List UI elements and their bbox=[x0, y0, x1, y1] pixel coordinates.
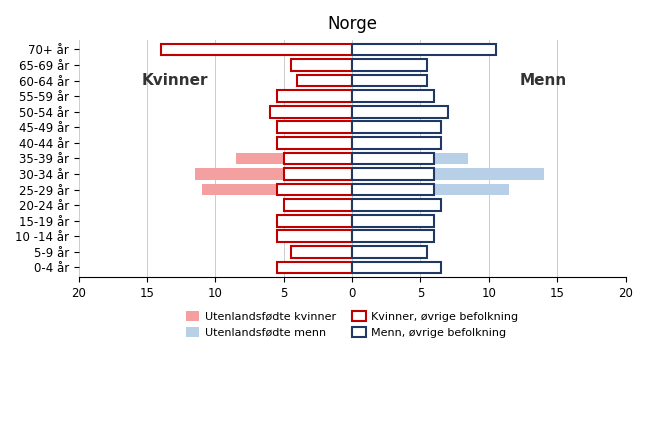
Bar bbox=[236, 153, 352, 164]
Bar bbox=[352, 246, 373, 258]
Bar bbox=[195, 168, 352, 180]
Bar bbox=[352, 215, 380, 227]
Bar bbox=[290, 106, 352, 117]
Bar bbox=[161, 43, 352, 55]
Bar bbox=[352, 199, 441, 211]
Bar bbox=[325, 75, 352, 86]
Bar bbox=[318, 262, 352, 273]
Text: Menn: Menn bbox=[520, 73, 567, 88]
Bar bbox=[297, 75, 352, 86]
Bar bbox=[352, 153, 469, 164]
Bar bbox=[352, 90, 373, 102]
Bar bbox=[290, 246, 352, 258]
Bar bbox=[332, 231, 352, 242]
Bar bbox=[284, 199, 352, 211]
Bar bbox=[284, 153, 352, 164]
Bar bbox=[352, 153, 434, 164]
Bar bbox=[352, 231, 373, 242]
Bar bbox=[352, 262, 441, 273]
Bar bbox=[277, 184, 352, 195]
Bar bbox=[352, 137, 427, 149]
Legend: Utenlandsfødte kvinner, Utenlandsfødte menn, Kvinner, øvrige befolkning, Menn, ø: Utenlandsfødte kvinner, Utenlandsfødte m… bbox=[181, 307, 523, 342]
Bar bbox=[352, 121, 427, 133]
Bar bbox=[277, 137, 352, 149]
Bar bbox=[352, 184, 434, 195]
Bar bbox=[318, 43, 352, 55]
Bar bbox=[277, 121, 352, 133]
Bar bbox=[352, 75, 427, 86]
Bar bbox=[352, 199, 413, 211]
Bar bbox=[277, 231, 352, 242]
Bar bbox=[352, 75, 380, 86]
Bar bbox=[352, 43, 496, 55]
Bar bbox=[352, 106, 448, 117]
Bar bbox=[352, 106, 413, 117]
Bar bbox=[270, 106, 352, 117]
Bar bbox=[277, 90, 352, 102]
Bar bbox=[352, 168, 544, 180]
Bar bbox=[352, 215, 434, 227]
Bar bbox=[277, 215, 352, 227]
Bar bbox=[352, 59, 380, 71]
Bar bbox=[277, 121, 352, 133]
Bar bbox=[352, 184, 509, 195]
Bar bbox=[352, 121, 441, 133]
Bar bbox=[352, 137, 441, 149]
Bar bbox=[352, 231, 434, 242]
Text: Kvinner: Kvinner bbox=[141, 73, 207, 88]
Bar bbox=[290, 59, 352, 71]
Bar bbox=[277, 137, 352, 149]
Bar bbox=[277, 262, 352, 273]
Bar bbox=[332, 246, 352, 258]
Title: Norge: Norge bbox=[327, 15, 377, 33]
Bar bbox=[352, 90, 434, 102]
Bar bbox=[284, 168, 352, 180]
Bar bbox=[352, 168, 434, 180]
Bar bbox=[352, 246, 427, 258]
Bar bbox=[325, 215, 352, 227]
Bar bbox=[338, 90, 352, 102]
Bar bbox=[352, 262, 386, 273]
Bar bbox=[352, 59, 427, 71]
Bar bbox=[290, 199, 352, 211]
Bar bbox=[202, 184, 352, 195]
Bar bbox=[318, 59, 352, 71]
Bar bbox=[352, 43, 380, 55]
